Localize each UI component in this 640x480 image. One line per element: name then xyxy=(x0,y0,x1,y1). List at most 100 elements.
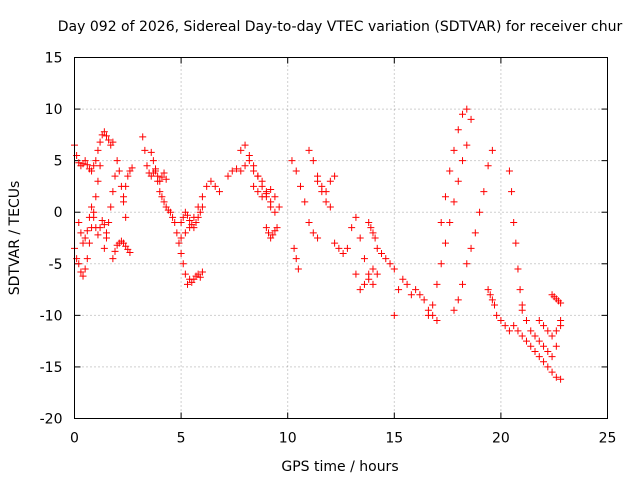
data-point xyxy=(96,224,104,232)
y-tick-label: -15 xyxy=(40,360,63,376)
data-point xyxy=(190,224,198,232)
data-point xyxy=(122,182,130,190)
data-point xyxy=(77,229,85,237)
data-point xyxy=(309,229,317,237)
data-point xyxy=(258,193,266,201)
data-point xyxy=(262,190,270,198)
data-point xyxy=(83,255,91,263)
data-point xyxy=(527,342,535,350)
data-point xyxy=(271,208,279,216)
data-point xyxy=(412,286,420,294)
data-point xyxy=(437,260,445,268)
data-point xyxy=(273,224,281,232)
data-point xyxy=(292,167,300,175)
data-point xyxy=(275,203,283,211)
data-point xyxy=(215,188,223,196)
data-point xyxy=(79,239,87,247)
data-point xyxy=(322,198,330,206)
data-point xyxy=(535,337,543,345)
data-point xyxy=(294,265,302,273)
data-point xyxy=(88,203,96,211)
data-point xyxy=(471,229,479,237)
data-point xyxy=(510,322,518,330)
x-tick-label: 0 xyxy=(70,431,79,447)
data-point xyxy=(254,188,262,196)
y-tick-label: 15 xyxy=(45,51,63,67)
data-point xyxy=(399,275,407,283)
data-point xyxy=(160,198,168,206)
data-point xyxy=(292,255,300,263)
data-point xyxy=(211,182,219,190)
x-tick-label: 5 xyxy=(177,431,186,447)
data-point xyxy=(296,182,304,190)
data-point xyxy=(454,177,462,185)
data-point xyxy=(356,234,364,242)
data-point xyxy=(109,138,117,146)
data-point xyxy=(79,272,87,280)
data-point xyxy=(420,296,428,304)
y-axis-label: SDTVAR / TECUs xyxy=(7,181,23,296)
data-point xyxy=(94,177,102,185)
data-point xyxy=(158,193,166,201)
chart-title: Day 092 of 2026, Sidereal Day-to-day VTE… xyxy=(58,19,623,35)
data-point xyxy=(203,182,211,190)
data-point xyxy=(83,161,91,169)
data-point xyxy=(493,311,501,319)
data-point xyxy=(258,182,266,190)
data-point xyxy=(459,280,467,288)
data-point xyxy=(557,317,565,325)
data-point xyxy=(352,213,360,221)
y-tick-label: 10 xyxy=(45,102,63,118)
data-point xyxy=(360,255,368,263)
data-point xyxy=(305,219,313,227)
data-point xyxy=(484,286,492,294)
data-point xyxy=(92,157,100,165)
data-point xyxy=(535,317,543,325)
data-point xyxy=(143,162,151,170)
data-point xyxy=(544,347,552,355)
data-point xyxy=(156,188,164,196)
data-point xyxy=(162,175,170,183)
data-point xyxy=(158,173,166,181)
data-point xyxy=(548,332,556,340)
data-point xyxy=(85,239,93,247)
x-tick-label: 10 xyxy=(279,431,297,447)
x-tick-label: 20 xyxy=(492,431,510,447)
data-point xyxy=(198,203,206,211)
data-point xyxy=(459,157,467,165)
data-point xyxy=(177,234,185,242)
data-point xyxy=(531,347,539,355)
data-point xyxy=(88,167,96,175)
data-point xyxy=(194,213,202,221)
data-point xyxy=(126,248,134,256)
data-point xyxy=(198,268,206,276)
data-point xyxy=(467,244,475,252)
data-point xyxy=(335,244,343,252)
data-point xyxy=(514,327,522,335)
data-point xyxy=(177,219,185,227)
data-point xyxy=(548,353,556,361)
data-point xyxy=(518,332,526,340)
data-point xyxy=(552,342,560,350)
data-point xyxy=(183,211,191,219)
data-point xyxy=(177,249,185,257)
data-point xyxy=(352,270,360,278)
data-point xyxy=(378,249,386,257)
data-point xyxy=(198,193,206,201)
data-point xyxy=(245,151,253,159)
data-point xyxy=(429,301,437,309)
y-tick-label: 5 xyxy=(54,154,63,170)
data-point xyxy=(390,265,398,273)
data-point xyxy=(100,221,108,229)
data-point xyxy=(96,138,104,146)
data-point xyxy=(81,265,89,273)
data-point xyxy=(343,244,351,252)
data-point xyxy=(557,299,565,307)
data-point xyxy=(326,177,334,185)
data-point xyxy=(331,172,339,180)
axes: 0 5 10 15 20 25 -20 -15 -10 -5 0 5 10 15 xyxy=(40,51,617,447)
data-point xyxy=(94,146,102,154)
data-point xyxy=(557,375,565,383)
data-points xyxy=(71,105,565,383)
